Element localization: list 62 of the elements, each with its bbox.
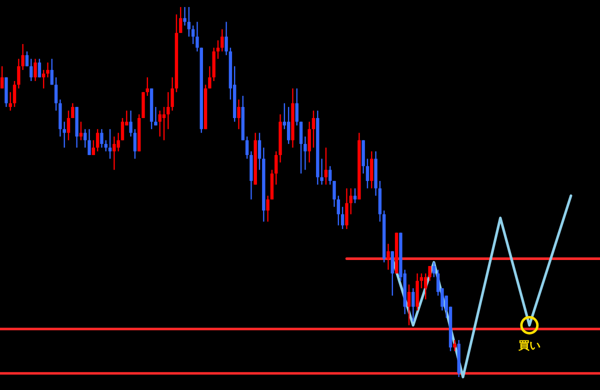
- candlestick: [245, 136, 249, 160]
- candlestick: [220, 28, 224, 52]
- candlestick: [191, 24, 195, 45]
- candlestick: [332, 180, 336, 208]
- candlestick: [299, 121, 303, 174]
- candlestick: [30, 58, 33, 82]
- candlestick: [424, 272, 428, 300]
- annotation: 買い: [517, 339, 540, 352]
- candlestick: [308, 121, 311, 164]
- candlestick: [50, 58, 54, 86]
- candlestick: [154, 106, 158, 126]
- candlestick: [258, 132, 262, 170]
- candlestick: [224, 21, 228, 56]
- candlestick: [92, 140, 96, 156]
- candlestick: [38, 58, 42, 78]
- candlestick: [0, 66, 4, 90]
- candlestick: [196, 21, 199, 52]
- candlestick: [274, 150, 278, 186]
- candlestick: [237, 98, 240, 130]
- candlestick: [366, 158, 370, 189]
- candlestick: [428, 265, 432, 282]
- candlestick: [100, 128, 104, 148]
- candlestick: [108, 128, 112, 160]
- candlestick: [432, 262, 436, 278]
- candlestick: [8, 92, 12, 112]
- candlestick: [179, 6, 182, 34]
- candlestick: [295, 88, 298, 126]
- candlestick: [312, 110, 316, 148]
- candlestick: [370, 150, 374, 189]
- candlestick: [133, 128, 137, 160]
- candlestick: [286, 106, 290, 145]
- candlestick: [453, 339, 456, 352]
- candlestick: [328, 166, 332, 186]
- candlestick: [12, 80, 16, 108]
- candlestick: [120, 117, 124, 141]
- candlestick: [54, 76, 58, 112]
- candlestick: [46, 62, 50, 78]
- candlestick: [345, 188, 348, 230]
- candlestick: [304, 136, 307, 170]
- candlestick: [216, 40, 220, 60]
- candlestick: [88, 128, 91, 156]
- candlestick: [266, 195, 270, 222]
- candlestick: [336, 195, 340, 226]
- candlestick: [349, 188, 352, 215]
- candlestick: [129, 110, 132, 138]
- candlestick: [62, 121, 66, 148]
- candlestick: [390, 250, 394, 296]
- candlestick: [412, 288, 415, 322]
- candlestick: [340, 206, 344, 230]
- candlestick: [183, 6, 186, 26]
- candlestick: [66, 110, 70, 141]
- candlestick: [353, 188, 357, 204]
- candlestick: [320, 158, 324, 186]
- candlestick: [42, 69, 46, 90]
- candlestick: [420, 272, 424, 289]
- candlestick: [407, 284, 411, 326]
- candlestick: [386, 243, 390, 270]
- candlestick: [25, 50, 29, 67]
- candlestick: [112, 136, 116, 170]
- candlestick: [34, 58, 37, 82]
- candlestick: [71, 102, 74, 119]
- candlestick: [96, 128, 100, 152]
